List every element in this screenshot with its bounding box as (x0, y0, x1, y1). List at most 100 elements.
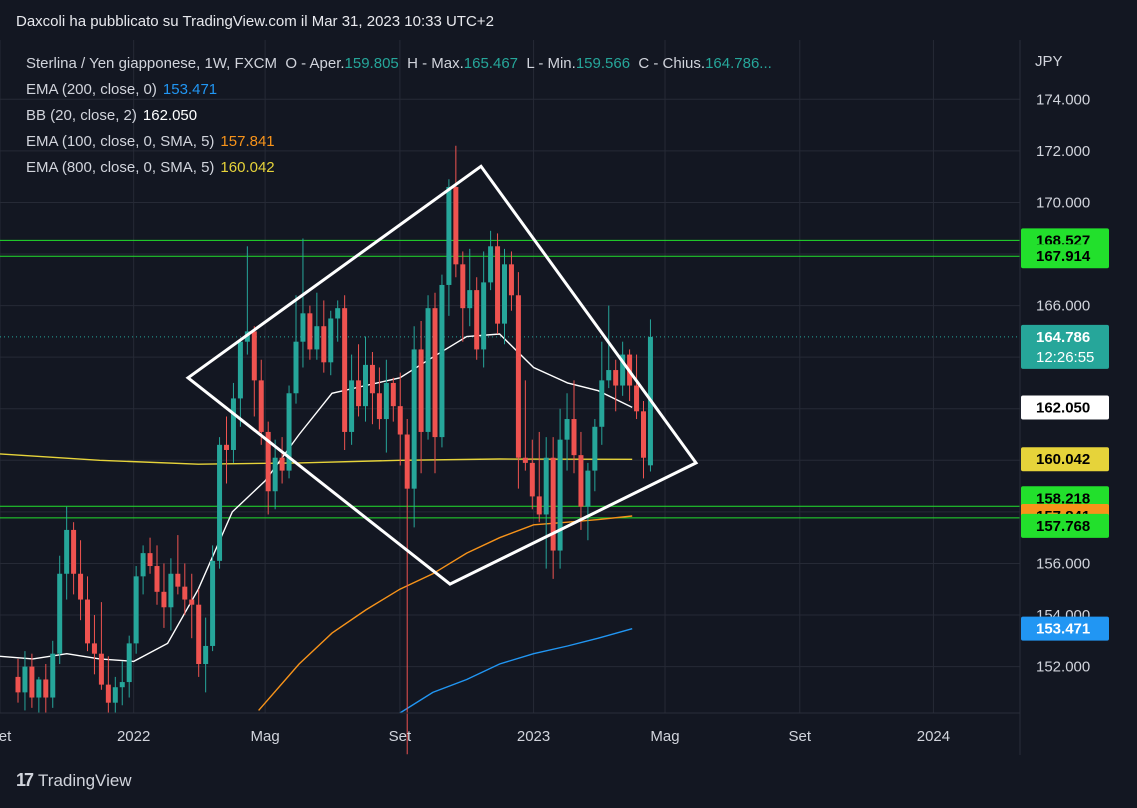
candle-body (314, 326, 320, 350)
currency-label: JPY (1035, 53, 1063, 70)
candle-body (578, 455, 584, 507)
candle-body (564, 419, 570, 440)
legend-row-bb[interactable]: BB (20, close, 2) 162.050 (26, 107, 197, 124)
candle-body (78, 573, 84, 600)
candle-body (592, 426, 598, 471)
candle-body (133, 576, 139, 644)
candle-body (369, 364, 375, 394)
candle-body (390, 382, 396, 407)
price-tags: 168.527167.914164.78612:26:55162.050160.… (1021, 228, 1109, 641)
candle-body (36, 679, 42, 698)
indicator-line (399, 628, 633, 714)
candle-body (453, 186, 459, 265)
legend-ema800-label: EMA (800, close, 0, SMA, 5) (26, 159, 215, 176)
price-tag-bg (1021, 324, 1109, 369)
x-tick-label: 2023 (517, 728, 550, 745)
candle-body (154, 566, 160, 592)
candle-body (300, 313, 306, 342)
candle-body (203, 645, 209, 665)
candle-body (265, 431, 271, 492)
candle-body (571, 419, 577, 456)
price-tag-countdown: 12:26:55 (1036, 349, 1094, 366)
price-tag-label: 164.786 (1036, 329, 1090, 346)
tradingview-logo-icon: 17 (16, 770, 34, 790)
candle-body (502, 264, 507, 324)
legend-row-ema100[interactable]: EMA (100, close, 0, SMA, 5) 157.841 (26, 133, 275, 150)
candle-body (50, 653, 56, 698)
brand-name: TradingView (38, 770, 132, 790)
candle-body (620, 354, 626, 386)
price-tag-bg (1021, 513, 1109, 538)
legend-bb-label: BB (20, close, 2) (26, 107, 137, 124)
candle-body (467, 290, 473, 309)
legend-low-label: L - Min. (526, 55, 576, 72)
candle-body (168, 573, 174, 608)
candle-body (536, 496, 542, 515)
candle-body (328, 318, 334, 363)
price-axis[interactable]: 152.000154.000156.000158.000160.000162.0… (1036, 91, 1090, 675)
candle-body (210, 560, 216, 646)
candle-body (98, 653, 104, 685)
price-tag-label: 167.914 (1036, 248, 1091, 265)
candle-body (515, 295, 521, 458)
candle-body (460, 264, 466, 309)
indicator-line (0, 453, 633, 465)
candle-body (495, 246, 501, 324)
publisher-header: Daxcoli ha pubblicato su TradingView.com… (16, 13, 494, 30)
candle-body (196, 604, 202, 665)
time-axis[interactable]: Set 2022 Mag Set 2023 Mag Set 2024 (0, 728, 950, 745)
candle-body (599, 380, 605, 427)
y-tick-label: 166.000 (1036, 298, 1090, 315)
candle-body (71, 529, 77, 574)
x-tick-label: Mag (650, 728, 679, 745)
candle-body (175, 573, 181, 587)
candle-body (64, 529, 70, 574)
candle-body (418, 349, 424, 432)
candle-body (474, 290, 480, 350)
candle-body (147, 553, 153, 567)
candle-body (522, 457, 528, 463)
candle-body (481, 282, 487, 350)
candle-body (140, 553, 146, 577)
legend-high-value: 165.467 (463, 55, 519, 72)
legend-open-value: 159.805 (344, 55, 399, 72)
legend-ema800-value: 160.042 (220, 159, 275, 176)
candle-body (293, 341, 299, 394)
price-tag-bg (1021, 447, 1109, 472)
candle-body (557, 439, 563, 551)
candle-body (112, 687, 118, 703)
indicator-line (0, 333, 633, 663)
y-tick-label: 172.000 (1036, 143, 1090, 160)
candle-body (43, 679, 49, 698)
candle-body (105, 684, 111, 703)
candle-body (321, 326, 327, 363)
candle-body (342, 308, 348, 432)
y-tick-label: 170.000 (1036, 194, 1090, 211)
legend-close-label: C - Chius. (638, 55, 706, 72)
price-tag-label: 157.768 (1036, 518, 1090, 535)
price-tag-label: 153.471 (1036, 621, 1090, 638)
price-tag-label: 158.218 (1036, 490, 1090, 507)
candle-body (397, 406, 403, 435)
candle-body (363, 364, 368, 407)
candle-body (543, 457, 549, 515)
price-tag-bg (1021, 616, 1109, 641)
candle-body (224, 444, 229, 450)
candle-body (272, 457, 278, 492)
indicator-line (258, 515, 633, 711)
candle-body (237, 341, 243, 399)
legend-row-ema200[interactable]: EMA (200, close, 0) 153.471 (26, 81, 217, 98)
tradingview-brand[interactable]: 17 TradingView (16, 770, 132, 791)
legend-ema200-value: 153.471 (162, 81, 218, 98)
candle-body (404, 434, 410, 489)
legend-row-ema800[interactable]: EMA (800, close, 0, SMA, 5) 160.042 (26, 159, 275, 176)
candle-body (488, 246, 494, 283)
candle-body (217, 444, 223, 561)
candle-body (634, 385, 640, 412)
y-tick-label: 152.000 (1036, 659, 1090, 676)
legend-low-value: 159.566 (575, 55, 631, 72)
legend-high-label: H - Max. (407, 55, 464, 72)
candle-body (22, 666, 28, 693)
diamond-outline (185, 164, 699, 586)
